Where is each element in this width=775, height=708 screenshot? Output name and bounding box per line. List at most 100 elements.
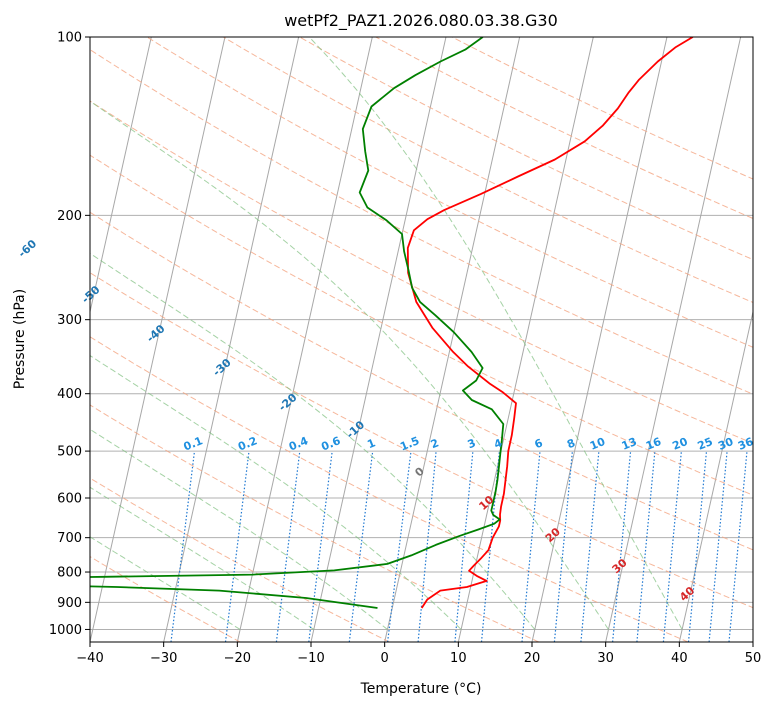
dry-adiabat-line xyxy=(90,404,540,642)
isotherm-line xyxy=(90,37,226,642)
y-tick-label: 600 xyxy=(57,492,82,507)
isotherm-line xyxy=(236,37,373,642)
mixing-ratio-line xyxy=(580,451,600,642)
x-tick-label: −10 xyxy=(297,651,324,666)
y-tick-label: 800 xyxy=(57,566,82,581)
x-tick-label: 0 xyxy=(381,651,389,666)
profile-lines xyxy=(90,37,694,609)
mixing-ratio-line xyxy=(308,451,333,642)
dry-adiabat-line xyxy=(223,37,753,304)
temperature-profile-line xyxy=(406,37,694,609)
line-labels: -100-90-80-70-60-50-40-30-20-10010203040… xyxy=(16,237,756,604)
moist-adiabat-line xyxy=(90,536,241,630)
dry-adiabat-line xyxy=(90,336,689,642)
moist-adiabat-line xyxy=(90,486,315,630)
mixing-ratio-line xyxy=(454,451,474,642)
dry-adiabat-line xyxy=(90,154,753,496)
isotherm-line xyxy=(531,37,668,642)
x-tick-label: 10 xyxy=(450,651,467,666)
isotherm-label: -40 xyxy=(144,322,168,345)
y-axis-label: Pressure (hPa) xyxy=(12,289,28,389)
x-tick-label: 50 xyxy=(745,651,762,666)
y-tick-label: 700 xyxy=(57,531,82,546)
moist-adiabat-line xyxy=(90,100,609,630)
y-tick-label: 500 xyxy=(57,445,82,460)
mixing-ratio-line xyxy=(612,451,632,642)
mixing-ratio-label: 16 xyxy=(644,435,663,453)
isotherm-label: -30 xyxy=(210,356,234,379)
moist-adiabat-line xyxy=(90,252,536,630)
mixing-ratio-line xyxy=(224,451,250,642)
mixing-ratio-line xyxy=(636,451,656,642)
isotherm-line xyxy=(163,37,300,642)
mixing-ratio-label: 25 xyxy=(696,435,715,453)
isotherm-line xyxy=(752,639,753,642)
dewpoint-profile-line xyxy=(90,37,505,609)
mixing-ratio-line xyxy=(417,451,437,642)
x-tick-label: 30 xyxy=(597,651,614,666)
dry-adiabat-line xyxy=(90,211,753,551)
x-tick-label: −40 xyxy=(76,651,103,666)
x-axis-label: Temperature (°C) xyxy=(360,681,482,697)
isotherm-line xyxy=(457,37,594,642)
dry-adiabat-line xyxy=(451,37,753,180)
isotherm-label: 10 xyxy=(476,493,496,513)
dry-adiabat-line xyxy=(90,477,390,642)
isotherm-label: -50 xyxy=(79,283,103,306)
dry-adiabat-line xyxy=(90,556,241,642)
y-tick-label: 300 xyxy=(57,313,82,328)
isotherm-line xyxy=(384,37,521,642)
isotherm-label: -10 xyxy=(344,418,368,441)
isotherm-line xyxy=(90,37,152,315)
mixing-ratio-line xyxy=(553,451,573,642)
background-lines xyxy=(0,37,753,642)
mixing-ratio-label: 2 xyxy=(429,436,441,451)
moist-adiabat-line xyxy=(90,355,462,630)
isotherm-label: 40 xyxy=(677,584,697,604)
y-tick-label: 400 xyxy=(57,387,82,402)
isotherm-line xyxy=(678,309,753,642)
mixing-ratio-line xyxy=(521,451,541,642)
isotherm-label: 20 xyxy=(543,525,563,545)
isotherm-line xyxy=(605,37,742,642)
chart-title: wetPf2_PAZ1.2026.080.03.38.G30 xyxy=(284,11,558,31)
mixing-ratio-label: 1 xyxy=(365,436,377,451)
dry-adiabat-line xyxy=(90,49,753,395)
x-tick-label: −30 xyxy=(150,651,177,666)
x-tick-label: −20 xyxy=(224,651,251,666)
mixing-ratio-label: 6 xyxy=(533,436,545,451)
x-tick-label: 20 xyxy=(524,651,541,666)
y-tick-label: 900 xyxy=(57,596,82,611)
plot-frame xyxy=(89,36,754,643)
mixing-ratio-line xyxy=(348,451,374,642)
isotherm-line xyxy=(0,37,4,642)
mixing-ratio-label: 3 xyxy=(466,436,478,451)
dry-adiabat-line xyxy=(299,37,753,261)
isotherm-label: 0 xyxy=(412,464,427,479)
mixing-ratio-line xyxy=(170,451,196,642)
isotherm-label: 30 xyxy=(610,556,630,576)
mixing-ratio-line xyxy=(728,451,748,642)
mixing-ratio-line xyxy=(708,451,728,642)
y-tick-label: 200 xyxy=(57,209,82,224)
x-tick-label: 40 xyxy=(671,651,688,666)
mixing-ratio-label: 30 xyxy=(716,435,735,453)
dry-adiabat-line xyxy=(90,100,753,444)
y-tick-label: 1000 xyxy=(49,623,82,638)
axes: −40 −30 −20 −10 0 10 20 30 40 5010020030040050060… xyxy=(49,31,761,667)
mixing-ratio-label: 13 xyxy=(620,435,639,453)
mixing-ratio-label: 36 xyxy=(736,435,755,453)
isotherm-label: -60 xyxy=(16,237,40,260)
isotherm-line xyxy=(310,37,447,642)
mixing-ratio-line xyxy=(687,451,708,642)
dry-adiabat-line xyxy=(146,37,753,348)
mixing-ratio-label: 10 xyxy=(588,435,607,453)
mixing-ratio-line xyxy=(387,451,412,642)
moist-adiabat-line xyxy=(90,428,388,630)
dry-adiabat-line xyxy=(90,272,753,609)
mixing-ratio-line xyxy=(275,451,301,642)
moist-adiabat-line xyxy=(308,37,683,630)
mixing-ratio-label: 20 xyxy=(671,435,690,453)
mixing-ratio-label: 8 xyxy=(565,436,577,451)
